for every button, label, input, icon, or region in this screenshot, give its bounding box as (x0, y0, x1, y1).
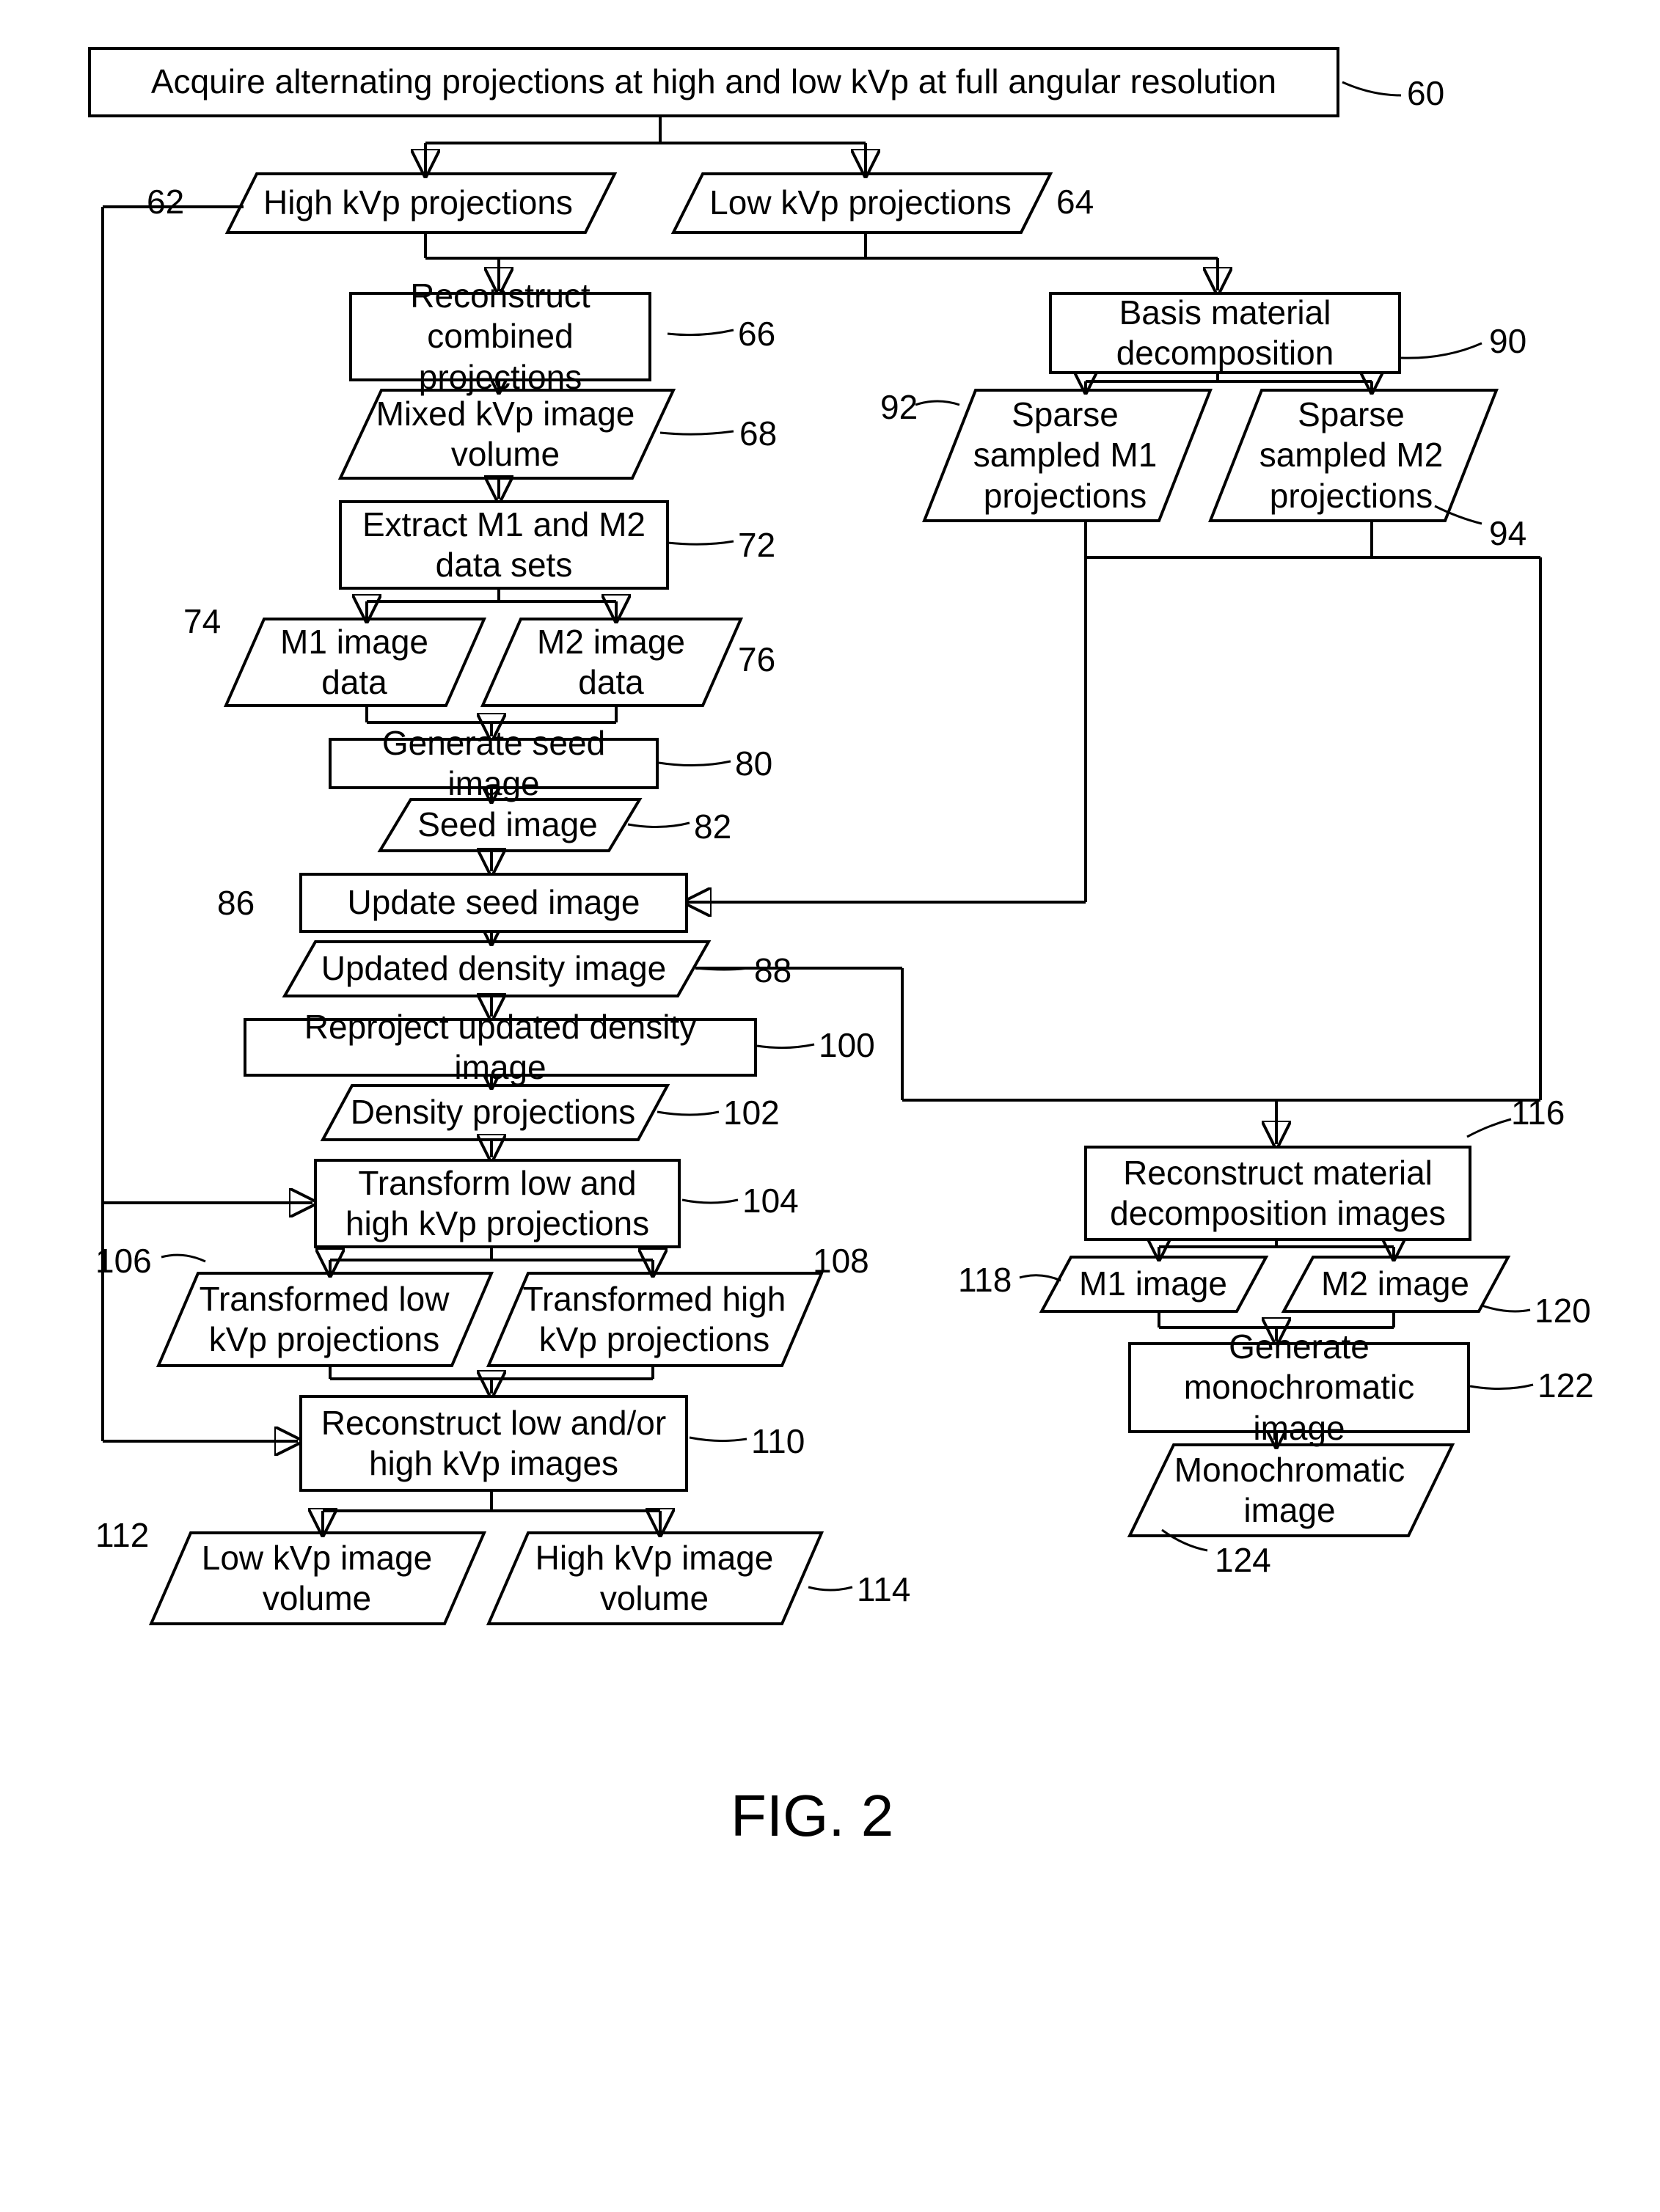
node-76: M2 image data (491, 619, 731, 706)
label-118: 118 (958, 1260, 1012, 1300)
label-68: 68 (739, 414, 777, 453)
node-66: Reconstruct combined projections (349, 292, 651, 381)
label-108: 108 (813, 1241, 869, 1281)
node-80: Generate seed image (329, 738, 659, 789)
node-120: M2 image (1292, 1257, 1498, 1311)
node-108: Transformed high kVp projections (499, 1273, 810, 1366)
label-86: 86 (217, 883, 255, 923)
node-116: Reconstruct material decomposition image… (1084, 1146, 1471, 1241)
label-72: 72 (738, 525, 775, 565)
label-66: 66 (738, 314, 775, 354)
label-60: 60 (1407, 73, 1444, 113)
label-92: 92 (880, 387, 918, 427)
label-94: 94 (1489, 513, 1526, 553)
node-92: Sparse sampled M1 projections (937, 390, 1193, 521)
label-106: 106 (95, 1241, 152, 1281)
label-82: 82 (694, 807, 731, 846)
node-94: Sparse sampled M2 projections (1224, 390, 1479, 521)
node-72: Extract M1 and M2 data sets (339, 500, 669, 590)
label-64: 64 (1056, 182, 1094, 221)
node-62: High kVp projections (235, 174, 602, 232)
figure-caption: FIG. 2 (731, 1782, 893, 1850)
label-110: 110 (751, 1421, 805, 1461)
label-76: 76 (738, 640, 775, 679)
node-106: Transformed low kVp projections (169, 1273, 480, 1366)
label-112: 112 (95, 1515, 149, 1555)
node-114: High kVp image volume (499, 1533, 810, 1624)
node-86: Update seed image (299, 873, 688, 933)
node-122: Generate monochromatic image (1128, 1342, 1470, 1433)
node-100: Reproject updated density image (244, 1018, 757, 1077)
label-122: 122 (1537, 1366, 1594, 1405)
node-118: M1 image (1050, 1257, 1256, 1311)
node-110: Reconstruct low and/or high kVp images (299, 1395, 688, 1492)
label-104: 104 (742, 1181, 799, 1220)
node-112: Low kVp image volume (161, 1533, 472, 1624)
node-60: Acquire alternating projections at high … (88, 47, 1339, 117)
node-74: M1 image data (235, 619, 474, 706)
label-116: 116 (1511, 1093, 1565, 1132)
label-90: 90 (1489, 321, 1526, 361)
node-68: Mixed kVp image volume (352, 390, 659, 478)
label-74: 74 (183, 601, 221, 641)
node-102: Density projections (332, 1085, 654, 1140)
label-100: 100 (819, 1025, 875, 1065)
label-62: 62 (147, 182, 184, 221)
label-124: 124 (1215, 1540, 1271, 1580)
label-88: 88 (754, 951, 791, 990)
label-114: 114 (857, 1570, 910, 1609)
label-80: 80 (735, 744, 772, 783)
label-120: 120 (1535, 1291, 1591, 1330)
node-88: Updated density image (293, 942, 694, 996)
node-124: Monochromatic image (1141, 1445, 1438, 1536)
node-104: Transform low and high kVp projections (314, 1159, 681, 1248)
label-102: 102 (723, 1093, 780, 1132)
node-64: Low kVp projections (681, 174, 1040, 232)
node-90: Basis material decomposition (1049, 292, 1401, 374)
node-82: Seed image (392, 799, 624, 851)
